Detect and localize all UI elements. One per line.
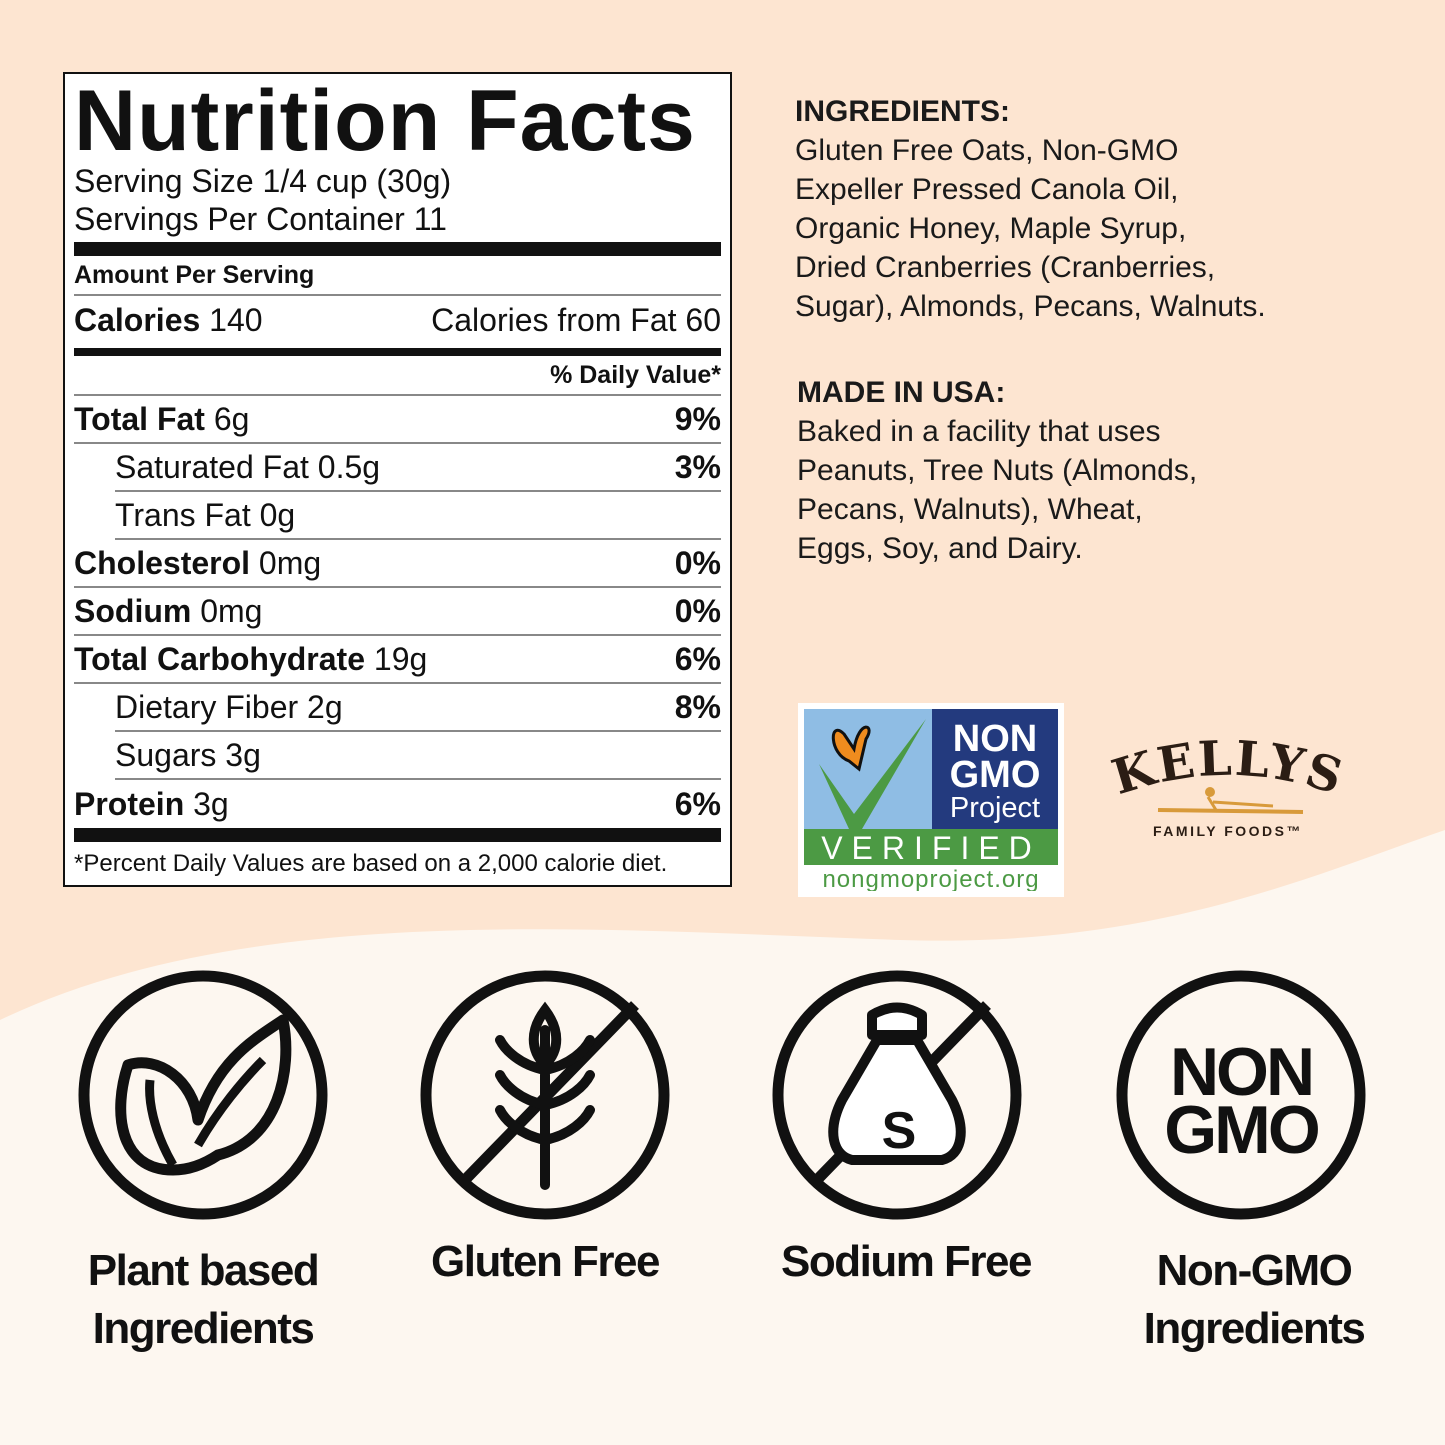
no-wheat-icon <box>420 970 670 1220</box>
serving-size: Serving Size 1/4 cup (30g) <box>74 163 452 199</box>
feature-label-sodium-free: Sodium Free <box>781 1237 1033 1286</box>
non-gmo-icon: NON GMO <box>1116 970 1366 1220</box>
nutrient-name: Total Carbohydrate 19g <box>74 640 428 677</box>
amount-per-serving: Amount Per Serving <box>74 256 721 296</box>
svg-text:S: S <box>882 1102 917 1160</box>
leaf-icon <box>78 970 328 1220</box>
nutrition-title: Nutrition Facts <box>74 73 696 169</box>
ingredients-line: Gluten Free Oats, Non-GMO <box>795 134 1179 167</box>
nutrient-daily-value: 3% <box>674 448 721 485</box>
ingredients-section: INGREDIENTS: Gluten Free Oats, Non-GMO Ex… <box>795 92 1266 326</box>
nutrient-row: Protein 3g 6% <box>74 780 721 828</box>
made_in-line: Pecans, Walnuts), Wheat, <box>797 493 1143 526</box>
nutrient-row: Cholesterol 0mg 0% <box>74 540 721 588</box>
ingredients-heading: INGREDIENTS: <box>795 95 1011 128</box>
ingredients-line: Dried Cranberries (Cranberries, <box>795 251 1216 284</box>
nutrient-row: Total Carbohydrate 19g 6% <box>74 636 721 684</box>
feature-label-plant-based: Plant based Ingredients <box>87 1246 320 1353</box>
made_in-line: Baked in a facility that uses <box>797 415 1161 448</box>
ingredients-line: Sugar), Almonds, Pecans, Walnuts. <box>795 290 1266 323</box>
nutrient-row: Trans Fat 0g <box>115 492 721 540</box>
made-in-heading: MADE IN USA: <box>797 376 1006 409</box>
nutrient-row: Sodium 0mg 0% <box>74 588 721 636</box>
daily-value-text: % Daily Value* <box>550 360 721 389</box>
nutrient-name: Cholesterol 0mg <box>74 544 322 581</box>
calories-row: Calories 140 Calories from Fat 60 <box>74 296 721 344</box>
svg-text:nongmoproject.org: nongmoproject.org <box>822 866 1039 891</box>
nutrition-facts-label: Nutrition Facts Serving Size 1/4 cup (30… <box>63 72 732 887</box>
nutrient-row: Total Fat 6g 9% <box>74 396 721 444</box>
made_in-line: Eggs, Soy, and Dairy. <box>797 532 1083 565</box>
made_in-line: Peanuts, Tree Nuts (Almonds, <box>797 454 1198 487</box>
svg-text:Project: Project <box>950 792 1040 824</box>
nutrient-name: Trans Fat 0g <box>115 496 296 533</box>
ingredients-line: Expeller Pressed Canola Oil, <box>795 173 1179 206</box>
calories-from-fat: Calories from Fat 60 <box>431 301 721 338</box>
amount-per-serving-text: Amount Per Serving <box>74 260 315 289</box>
footnote: *Percent Daily Values are based on a 2,0… <box>74 850 668 877</box>
svg-text:NON: NON <box>953 718 1037 760</box>
non-gmo-project-badge: NON GMO Project VERIFIED nongmoproject.o… <box>798 703 1064 897</box>
servings-per-container: Servings Per Container 11 <box>74 201 447 237</box>
svg-text:FAMILY FOODS™: FAMILY FOODS™ <box>1153 823 1303 839</box>
svg-text:VERIFIED: VERIFIED <box>821 830 1041 866</box>
divider <box>74 348 721 356</box>
no-salt-icon: S <box>772 970 1022 1220</box>
nutrient-name: Protein 3g <box>74 785 229 822</box>
svg-text:KELLYS: KELLYS <box>1106 740 1351 806</box>
nutrient-daily-value: 6% <box>674 640 721 677</box>
feature-label-non-gmo: Non-GMO Ingredients <box>1143 1246 1366 1353</box>
nutrient-daily-value: 6% <box>674 785 721 822</box>
nutrient-row: Sugars 3g <box>115 732 721 780</box>
made-in-section: MADE IN USA: Baked in a facility that us… <box>797 373 1197 568</box>
nutrient-row: Saturated Fat 0.5g 3% <box>115 444 721 492</box>
calories: Calories 140 <box>74 301 263 338</box>
nutrient-daily-value: 0% <box>674 544 721 581</box>
divider <box>74 242 721 256</box>
nutrient-name: Saturated Fat 0.5g <box>115 448 381 485</box>
nutrient-name: Sugars 3g <box>115 736 261 773</box>
divider <box>74 828 721 842</box>
nutrient-daily-value: 0% <box>674 592 721 629</box>
daily-value-header: % Daily Value* <box>74 356 721 396</box>
svg-text:NON: NON <box>1170 1034 1312 1110</box>
nutrient-name: Sodium 0mg <box>74 592 263 629</box>
nutrient-daily-value: 8% <box>674 688 721 725</box>
svg-text:GMO: GMO <box>950 754 1041 796</box>
ingredients-line: Organic Honey, Maple Syrup, <box>795 212 1187 245</box>
nutrient-name: Dietary Fiber 2g <box>115 688 343 725</box>
nutrient-row: Dietary Fiber 2g 8% <box>115 684 721 732</box>
nutrient-daily-value: 9% <box>674 400 721 437</box>
kellys-logo: KELLYS FAMILY FOODS™ <box>1098 731 1358 850</box>
svg-text:GMO: GMO <box>1164 1092 1319 1168</box>
feature-label-gluten-free: Gluten Free <box>431 1237 661 1286</box>
nutrient-name: Total Fat 6g <box>74 400 250 437</box>
